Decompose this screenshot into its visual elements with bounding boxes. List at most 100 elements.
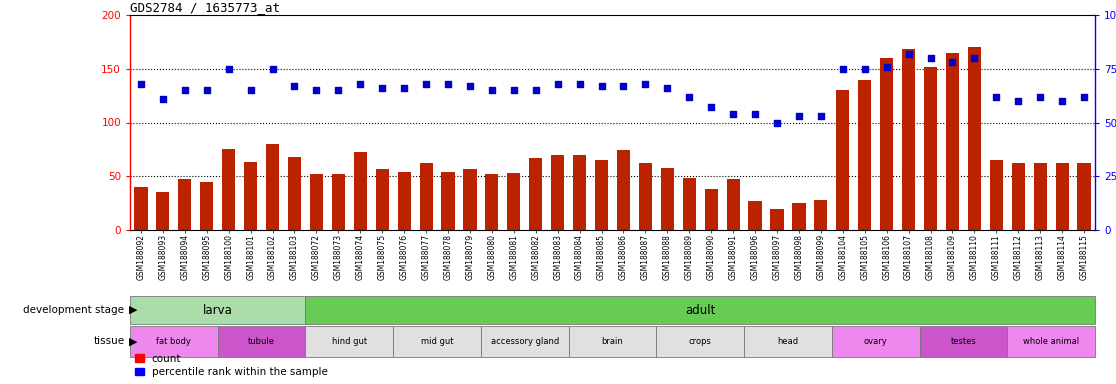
Bar [858, 79, 872, 230]
Text: accessory gland: accessory gland [491, 337, 559, 346]
Point [461, 83, 479, 89]
Bar [638, 163, 652, 230]
Bar [727, 179, 740, 230]
Point [242, 87, 260, 93]
Bar [924, 66, 937, 230]
Bar [744, 326, 831, 358]
Point [922, 55, 940, 61]
Bar [836, 90, 849, 230]
Bar [442, 172, 454, 230]
Text: larva: larva [203, 303, 232, 316]
Point [768, 119, 786, 126]
Point [198, 87, 215, 93]
Point [373, 85, 391, 91]
Point [615, 83, 633, 89]
Text: mid gut: mid gut [421, 337, 453, 346]
Bar [266, 144, 279, 230]
Point [263, 66, 281, 72]
Bar [508, 173, 520, 230]
Text: ovary: ovary [864, 337, 887, 346]
Bar [200, 182, 213, 230]
Bar [573, 155, 586, 230]
Bar [815, 200, 827, 230]
Bar [551, 155, 565, 230]
Bar [134, 187, 147, 230]
Bar [902, 50, 915, 230]
Point [329, 87, 347, 93]
Point [790, 113, 808, 119]
Point [681, 94, 699, 100]
Bar [831, 326, 920, 358]
Point [724, 111, 742, 117]
Text: tissue: tissue [94, 336, 124, 346]
Point [176, 87, 194, 93]
Point [1054, 98, 1071, 104]
Point [395, 85, 413, 91]
Point [988, 94, 1006, 100]
Point [352, 81, 369, 87]
Bar [222, 149, 235, 230]
Bar [129, 296, 306, 324]
Point [834, 66, 852, 72]
Bar [920, 326, 1008, 358]
Bar [129, 326, 218, 358]
Point [132, 81, 150, 87]
Text: hind gut: hind gut [331, 337, 367, 346]
Bar [1012, 163, 1024, 230]
Bar [306, 296, 1095, 324]
Point [812, 113, 830, 119]
Bar [617, 151, 631, 230]
Bar [968, 47, 981, 230]
Text: whole animal: whole animal [1023, 337, 1079, 346]
Text: ▶: ▶ [128, 305, 137, 315]
Bar [1077, 163, 1090, 230]
Point [570, 81, 588, 87]
Point [856, 66, 874, 72]
Point [702, 104, 720, 111]
Point [877, 63, 895, 70]
Bar [393, 326, 481, 358]
Bar [218, 326, 306, 358]
Bar [397, 172, 411, 230]
Bar [749, 201, 761, 230]
Bar [288, 157, 301, 230]
Bar [485, 174, 499, 230]
Point [658, 85, 676, 91]
Bar [306, 326, 393, 358]
Text: ▶: ▶ [128, 336, 137, 346]
Point [286, 83, 304, 89]
Text: tubule: tubule [248, 337, 275, 346]
Point [747, 111, 764, 117]
Bar [792, 203, 806, 230]
Point [527, 87, 545, 93]
Bar [179, 179, 192, 230]
Point [439, 81, 456, 87]
Legend: count, percentile rank within the sample: count, percentile rank within the sample [135, 354, 328, 377]
Bar [1008, 326, 1095, 358]
Bar [156, 192, 170, 230]
Bar [770, 209, 783, 230]
Text: adult: adult [685, 303, 715, 316]
Point [154, 96, 172, 102]
Bar [420, 163, 433, 230]
Point [308, 87, 326, 93]
Text: testes: testes [951, 337, 976, 346]
Bar [1056, 163, 1069, 230]
Point [417, 81, 435, 87]
Bar [656, 326, 744, 358]
Point [504, 87, 522, 93]
Point [965, 55, 983, 61]
Bar [463, 169, 477, 230]
Bar [376, 169, 388, 230]
Text: crops: crops [689, 337, 712, 346]
Bar [354, 152, 367, 230]
Bar [595, 160, 608, 230]
Text: brain: brain [602, 337, 624, 346]
Point [943, 59, 961, 65]
Bar [331, 174, 345, 230]
Point [1075, 94, 1093, 100]
Point [1031, 94, 1049, 100]
Point [899, 51, 917, 57]
Point [220, 66, 238, 72]
Bar [569, 326, 656, 358]
